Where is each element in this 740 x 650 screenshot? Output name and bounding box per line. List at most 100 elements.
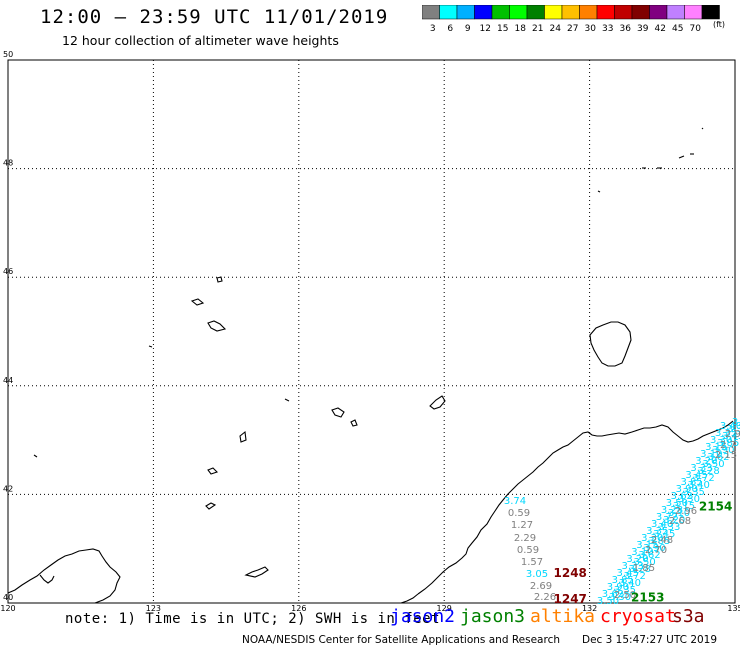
wave-height-value: 2.26 — [534, 592, 556, 603]
island — [244, 566, 269, 578]
island — [284, 398, 290, 402]
altimeter-track-east: 3.303.503.353.623.403.903.723.853.283.45… — [597, 417, 740, 607]
wave-height-value: 2.96 — [675, 506, 697, 517]
colorbar-label: 30 — [585, 24, 597, 34]
wave-height-value: 3.85 — [648, 536, 670, 547]
wave-height-value: 3.85 — [717, 438, 739, 449]
satellite-legend-jason2: jason2 — [390, 606, 456, 627]
colorbar-label: 39 — [637, 24, 649, 34]
colorbar-label: 27 — [567, 24, 578, 34]
wave-height-value: 3.33 — [690, 463, 712, 474]
track-number-labels: 1248 1247 2153 2154 — [554, 500, 733, 606]
wave-height-value: 1.57 — [521, 557, 543, 568]
wave-height-value: 3.35 — [614, 585, 636, 596]
island — [239, 430, 247, 443]
wave-height-value: 3.33 — [727, 424, 740, 435]
wave-height-value: 3.72 — [624, 571, 646, 582]
wave-height-value: 3.35 — [646, 526, 668, 537]
wave-height-value: 0.59 — [517, 545, 539, 556]
colorbar-label: 24 — [550, 24, 562, 34]
colorbar-label: 15 — [497, 24, 508, 34]
latitude-label: 48 — [3, 159, 13, 168]
wave-height-value: 3.50 — [702, 459, 724, 470]
satellite-legend-jason3: jason3 — [460, 606, 526, 627]
wave-height-value: 2.48 — [651, 535, 673, 546]
latitude-label: 44 — [3, 376, 13, 385]
longitude-label: 129 — [437, 604, 452, 613]
wave-height-value: 3.45 — [653, 529, 675, 540]
colorbar-label: 42 — [655, 24, 666, 34]
wave-height-value: 3.35 — [683, 487, 705, 498]
longitude-label: 120 — [0, 604, 15, 613]
island — [207, 467, 219, 475]
island-east — [589, 321, 632, 367]
wave-height-value: 3.45 — [617, 568, 639, 579]
latitude-label: 50 — [3, 50, 13, 59]
wave-height-value: 3.30 — [710, 435, 732, 446]
wave-height-value: 3.33 — [658, 522, 680, 533]
wave-height-value: 2.70 — [645, 545, 667, 556]
map-frame — [7, 59, 736, 604]
wave-height-value: 3.90 — [607, 582, 629, 593]
wave-height-value: 2.29 — [514, 533, 536, 544]
wave-height-value: 3.62 — [602, 589, 624, 600]
colorbar-label: 33 — [602, 24, 613, 34]
island — [597, 190, 601, 193]
coastline-tail — [400, 593, 419, 604]
island — [33, 454, 38, 458]
wave-height-value: 3.20 — [732, 417, 740, 428]
wave-height-value: 3.20 — [695, 456, 717, 467]
island — [190, 298, 205, 306]
longitude-label: 135 — [727, 604, 740, 613]
wave-height-value: 0.59 — [508, 508, 530, 519]
coastline — [7, 127, 734, 604]
colorbar-label: 45 — [672, 24, 683, 34]
wave-height-value: 3.28 — [661, 505, 683, 516]
colorbar-label: 12 — [480, 24, 491, 34]
track-number-label: 1248 — [554, 566, 587, 580]
wave-height-value: 3.45 — [722, 431, 740, 442]
island — [350, 419, 358, 427]
wave-height-value: 3.40 — [688, 480, 710, 491]
wave-height-value: 3.72 — [693, 473, 715, 484]
track-number-label: 2153 — [631, 590, 664, 604]
wave-height-value: 2.50 — [614, 590, 636, 601]
satellite-legend-altika: altika — [530, 606, 596, 627]
colorbar-label: 70 — [690, 24, 702, 34]
wave-height-value: 2.15 — [715, 450, 737, 461]
coastline-peninsula — [7, 548, 121, 604]
latitude-label: 42 — [3, 484, 13, 493]
wave-height-value: 3.10 — [700, 449, 722, 460]
wave-height-value: 3.74 — [504, 496, 526, 507]
axis-tick-labels: 120 123 126 129 132 135 50 48 46 44 42 40 — [0, 50, 740, 613]
wave-height-value: 1.85 — [633, 563, 655, 574]
colorbar-label: 21 — [532, 24, 543, 34]
map-subtitle: 12 hour collection of altimeter wave hei… — [62, 33, 339, 48]
wave-height-value: 3.30 — [678, 494, 700, 505]
wave-height-value: 3.33 — [621, 561, 643, 572]
island — [331, 407, 345, 418]
wave-height-value: 3.50 — [633, 557, 655, 568]
wave-height-value: 3.15 — [705, 442, 727, 453]
wave-height-value: 3.85 — [612, 575, 634, 586]
island — [216, 276, 223, 283]
latitude-label: 46 — [3, 267, 13, 276]
satellite-legend-s3a: s3a — [672, 606, 705, 627]
island — [429, 395, 446, 410]
wave-height-value: 3.28 — [697, 466, 719, 477]
track-number-label: 1247 — [554, 592, 587, 606]
credit-line: NOAA/NESDIS Center for Satellite Applica… — [242, 634, 560, 646]
wave-height-value: 3.62 — [638, 550, 660, 561]
latitude-label: 40 — [3, 593, 13, 602]
wave-height-value: 3.40 — [720, 421, 740, 432]
wave-height-value: 3.35 — [715, 428, 737, 439]
longitude-label: 126 — [291, 604, 306, 613]
colorbar-label: 9 — [465, 24, 471, 34]
wave-height-value: 2.69 — [530, 581, 552, 592]
generated-timestamp: Dec 3 15:47:27 UTC 2019 — [582, 634, 718, 646]
wave-height-value: 3.50 — [666, 498, 688, 509]
satellite-legend-cryosat: cryosat — [600, 606, 676, 627]
colorbar-label: 3 — [430, 24, 436, 34]
colorbar-label: 18 — [515, 24, 527, 34]
